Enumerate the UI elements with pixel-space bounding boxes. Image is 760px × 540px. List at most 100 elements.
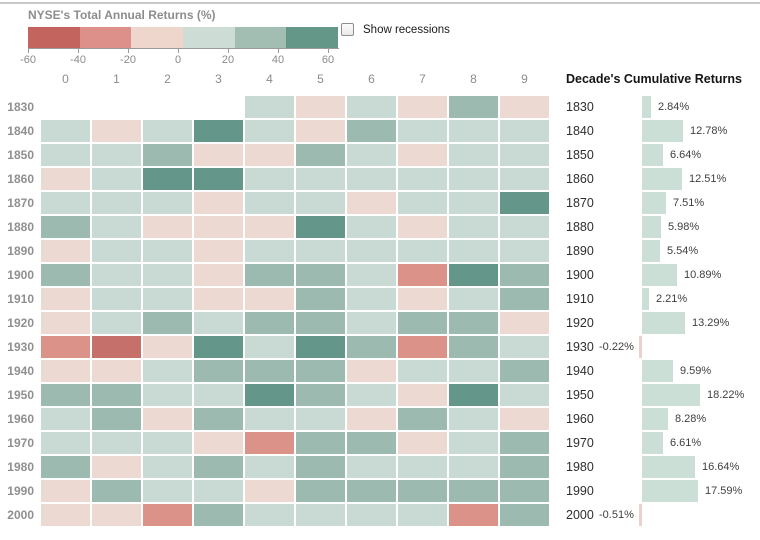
heatmap-cell[interactable] [41,240,90,262]
heatmap-cell[interactable] [143,168,192,190]
heatmap-cell[interactable] [398,144,447,166]
show-recessions-checkbox[interactable] [341,23,354,36]
heatmap-cell[interactable] [500,216,549,238]
heatmap-cell[interactable] [92,120,141,142]
heatmap-cell[interactable] [143,120,192,142]
heatmap-cell[interactable] [500,264,549,286]
heatmap-cell[interactable] [296,432,345,454]
heatmap-cell[interactable] [194,144,243,166]
heatmap-cell[interactable] [245,504,294,526]
heatmap-cell[interactable] [41,264,90,286]
heatmap-cell[interactable] [347,240,396,262]
heatmap-cell[interactable] [143,360,192,382]
heatmap-cell[interactable] [245,192,294,214]
heatmap-cell[interactable] [296,240,345,262]
heatmap-cell[interactable] [449,312,498,334]
heatmap-cell[interactable] [194,384,243,406]
heatmap-cell[interactable] [41,360,90,382]
heatmap-cell[interactable] [143,288,192,310]
heatmap-cell[interactable] [245,120,294,142]
heatmap-cell[interactable] [296,504,345,526]
heatmap-cell[interactable] [245,480,294,502]
heatmap-cell[interactable] [92,456,141,478]
heatmap-cell[interactable] [398,96,447,118]
heatmap-cell[interactable] [194,456,243,478]
heatmap-cell[interactable] [296,384,345,406]
heatmap-cell[interactable] [194,216,243,238]
heatmap-cell[interactable] [500,408,549,430]
heatmap-cell[interactable] [296,192,345,214]
heatmap-cell[interactable] [194,288,243,310]
heatmap-cell[interactable] [92,504,141,526]
heatmap-cell[interactable] [347,480,396,502]
heatmap-cell[interactable] [500,120,549,142]
heatmap-cell[interactable] [143,264,192,286]
heatmap-cell[interactable] [245,384,294,406]
heatmap-cell[interactable] [41,192,90,214]
heatmap-cell[interactable] [500,456,549,478]
heatmap-cell[interactable] [245,288,294,310]
heatmap-cell[interactable] [245,216,294,238]
heatmap-cell[interactable] [347,408,396,430]
heatmap-cell[interactable] [449,360,498,382]
heatmap-cell[interactable] [449,432,498,454]
heatmap-cell[interactable] [41,120,90,142]
heatmap-cell[interactable] [143,240,192,262]
heatmap-cell[interactable] [500,384,549,406]
heatmap-cell[interactable] [194,264,243,286]
heatmap-cell[interactable] [143,456,192,478]
show-recessions-control[interactable]: Show recessions [341,23,450,36]
heatmap-cell[interactable] [347,168,396,190]
heatmap-cell[interactable] [347,264,396,286]
heatmap-cell[interactable] [41,144,90,166]
heatmap-cell[interactable] [92,336,141,358]
heatmap-cell[interactable] [245,432,294,454]
heatmap-cell[interactable] [398,120,447,142]
heatmap-cell[interactable] [296,264,345,286]
heatmap-cell[interactable] [500,504,549,526]
heatmap-cell[interactable] [245,96,294,118]
heatmap-cell[interactable] [398,336,447,358]
heatmap-cell[interactable] [449,144,498,166]
heatmap-cell[interactable] [500,168,549,190]
heatmap-cell[interactable] [245,336,294,358]
heatmap-cell[interactable] [500,360,549,382]
heatmap-cell[interactable] [194,312,243,334]
heatmap-cell[interactable] [194,408,243,430]
heatmap-cell[interactable] [245,360,294,382]
heatmap-cell[interactable] [398,240,447,262]
heatmap-cell[interactable] [398,432,447,454]
heatmap-cell[interactable] [194,432,243,454]
heatmap-cell[interactable] [194,240,243,262]
heatmap-cell[interactable] [143,432,192,454]
heatmap-cell[interactable] [500,312,549,334]
heatmap-cell[interactable] [296,336,345,358]
heatmap-cell[interactable] [296,456,345,478]
heatmap-cell[interactable] [92,264,141,286]
heatmap-cell[interactable] [347,216,396,238]
heatmap-cell[interactable] [296,312,345,334]
heatmap-cell[interactable] [245,144,294,166]
heatmap-cell[interactable] [296,408,345,430]
heatmap-cell[interactable] [500,336,549,358]
heatmap-cell[interactable] [143,192,192,214]
heatmap-cell[interactable] [398,480,447,502]
heatmap-cell[interactable] [143,312,192,334]
heatmap-cell[interactable] [92,216,141,238]
heatmap-cell[interactable] [92,168,141,190]
heatmap-cell[interactable] [347,456,396,478]
heatmap-cell[interactable] [347,288,396,310]
heatmap-cell[interactable] [92,192,141,214]
heatmap-cell[interactable] [449,480,498,502]
heatmap-cell[interactable] [500,288,549,310]
heatmap-cell[interactable] [449,216,498,238]
heatmap-cell[interactable] [143,384,192,406]
heatmap-cell[interactable] [296,120,345,142]
heatmap-cell[interactable] [245,168,294,190]
heatmap-cell[interactable] [398,216,447,238]
heatmap-cell[interactable] [143,504,192,526]
heatmap-cell[interactable] [347,432,396,454]
heatmap-cell[interactable] [92,144,141,166]
heatmap-cell[interactable] [194,336,243,358]
heatmap-cell[interactable] [245,264,294,286]
